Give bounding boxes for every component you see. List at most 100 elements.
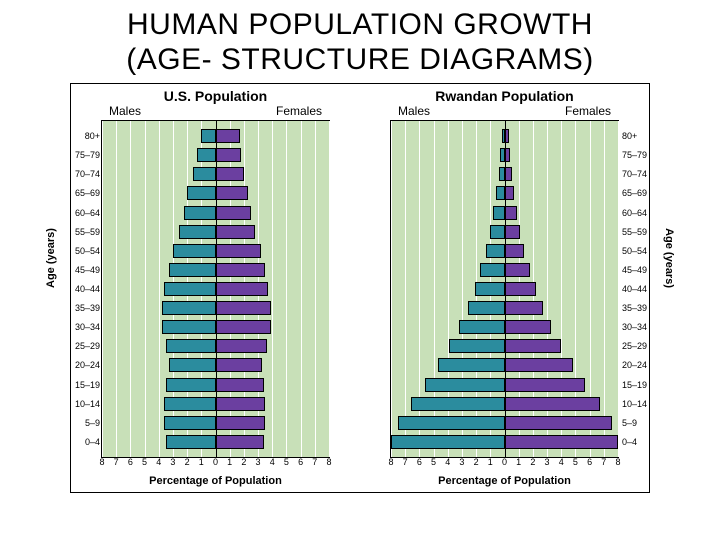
x-tick-label: 3: [253, 457, 263, 471]
female-bar: [216, 339, 267, 353]
female-bar: [216, 320, 271, 334]
female-bar: [216, 244, 261, 258]
male-bar: [162, 320, 216, 334]
x-tick-label: 6: [125, 457, 135, 471]
y-tick-label: 45–49: [72, 263, 100, 277]
male-bar: [169, 263, 216, 277]
male-bar: [493, 206, 504, 220]
x-tick-label: 5: [570, 457, 580, 471]
female-bar: [216, 129, 240, 143]
female-bar: [505, 320, 552, 334]
female-bar: [216, 263, 266, 277]
female-bar: [505, 435, 619, 449]
female-bar: [505, 225, 521, 239]
female-bar: [505, 378, 586, 392]
chart-area: 80+75–7970–7465–6960–6455–5950–5445–4940…: [101, 120, 330, 458]
x-tick-label: 4: [267, 457, 277, 471]
male-bar: [438, 358, 505, 372]
y-tick-label: 0–4: [72, 435, 100, 449]
x-tick-label: 6: [296, 457, 306, 471]
panel-title: U.S. Population: [71, 84, 360, 104]
pyramid-panel: Rwandan PopulationMalesFemalesAge (years…: [360, 84, 649, 492]
y-axis-labels: 80+75–7970–7465–6960–6455–5950–5445–4940…: [72, 121, 100, 457]
male-bar: [164, 397, 215, 411]
x-tick-label: 8: [386, 457, 396, 471]
male-bar: [197, 148, 215, 162]
x-tick-label: 1: [225, 457, 235, 471]
x-axis: 87654321012345678: [102, 457, 329, 471]
x-tick-label: 0: [211, 457, 221, 471]
male-bar: [164, 282, 215, 296]
x-tick-label: 8: [324, 457, 334, 471]
x-tick-label: 5: [140, 457, 150, 471]
female-bar: [216, 301, 271, 315]
y-tick-label: 40–44: [622, 282, 648, 296]
y-tick-label: 55–59: [72, 225, 100, 239]
y-tick-label: 20–24: [72, 358, 100, 372]
y-tick-label: 70–74: [622, 167, 648, 181]
x-axis-label: Percentage of Population: [102, 475, 329, 487]
x-tick-label: 2: [471, 457, 481, 471]
female-bar: [216, 186, 249, 200]
female-label: Females: [565, 104, 611, 118]
x-tick-label: 5: [281, 457, 291, 471]
female-bar: [505, 397, 600, 411]
x-tick-label: 3: [542, 457, 552, 471]
x-tick-label: 2: [239, 457, 249, 471]
y-tick-label: 35–39: [72, 301, 100, 315]
male-bar: [449, 339, 504, 353]
center-axis: [505, 121, 506, 457]
y-tick-label: 10–14: [72, 397, 100, 411]
x-tick-label: 6: [414, 457, 424, 471]
y-tick-label: 15–19: [622, 378, 648, 392]
x-tick-label: 0: [500, 457, 510, 471]
female-bar: [216, 416, 266, 430]
y-tick-label: 45–49: [622, 263, 648, 277]
y-tick-label: 55–59: [622, 225, 648, 239]
y-tick-label: 65–69: [622, 186, 648, 200]
x-tick-label: 2: [182, 457, 192, 471]
y-tick-label: 30–34: [622, 320, 648, 334]
male-bar: [475, 282, 505, 296]
gender-labels: MalesFemales: [360, 104, 649, 120]
female-bar: [216, 397, 266, 411]
female-bar: [216, 206, 251, 220]
x-tick-label: 5: [429, 457, 439, 471]
male-bar: [193, 167, 216, 181]
y-tick-label: 0–4: [622, 435, 648, 449]
y-tick-label: 60–64: [72, 206, 100, 220]
female-bar: [216, 435, 264, 449]
x-tick-label: 7: [111, 457, 121, 471]
male-bar: [166, 435, 216, 449]
male-bar: [468, 301, 505, 315]
male-bar: [173, 244, 216, 258]
male-bar: [496, 186, 505, 200]
y-tick-label: 70–74: [72, 167, 100, 181]
male-bar: [411, 397, 505, 411]
y-tick-label: 40–44: [72, 282, 100, 296]
female-bar: [505, 358, 573, 372]
y-tick-label: 5–9: [622, 416, 648, 430]
male-bar: [490, 225, 504, 239]
page-title: HUMAN POPULATION GROWTH (AGE- STRUCTURE …: [0, 0, 720, 77]
y-tick-label: 75–79: [622, 148, 648, 162]
y-tick-label: 75–79: [72, 148, 100, 162]
male-bar: [425, 378, 504, 392]
y-tick-label: 25–29: [622, 339, 648, 353]
x-axis-label: Percentage of Population: [391, 475, 618, 487]
title-line-2: (AGE- STRUCTURE DIAGRAMS): [126, 43, 594, 76]
x-tick-label: 4: [154, 457, 164, 471]
title-line-1: HUMAN POPULATION GROWTH: [127, 8, 593, 41]
x-tick-label: 3: [168, 457, 178, 471]
panel-title: Rwandan Population: [360, 84, 649, 104]
female-bar: [505, 206, 518, 220]
y-axis-title: Age (years): [45, 228, 57, 288]
male-bar: [459, 320, 504, 334]
x-tick-label: 1: [485, 457, 495, 471]
male-bar: [162, 301, 216, 315]
y-tick-label: 20–24: [622, 358, 648, 372]
male-bar: [166, 378, 216, 392]
male-bar: [179, 225, 216, 239]
center-axis: [216, 121, 217, 457]
male-bar: [201, 129, 215, 143]
